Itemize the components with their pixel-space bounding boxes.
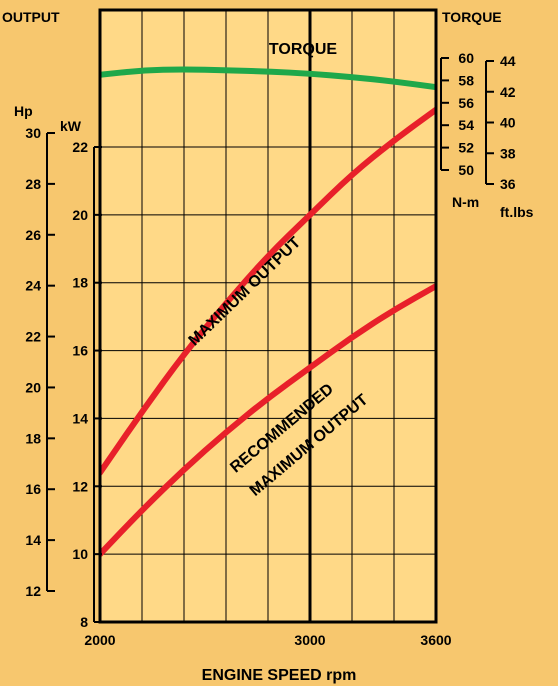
hp-tick-label: 14: [25, 532, 41, 548]
hp-tick-label: 24: [25, 278, 41, 294]
x-tick-label: 3000: [294, 632, 325, 648]
hp-tick-label: 12: [25, 583, 41, 599]
kw-tick-label: 10: [72, 546, 88, 562]
nm-unit-label: N-m: [452, 194, 479, 210]
kw-tick-label: 20: [72, 207, 88, 223]
x-axis-title: ENGINE SPEED rpm: [202, 667, 357, 684]
series-line-2: [100, 66, 436, 91]
hp-tick-label: 30: [25, 125, 41, 141]
kw-unit-label: kW: [60, 118, 82, 134]
ftlbs-tick-label: 40: [500, 115, 516, 131]
hp-tick-label: 18: [25, 430, 41, 446]
nm-tick-label: 54: [458, 117, 474, 133]
output-label: OUTPUT: [2, 9, 60, 25]
torque-header-label: TORQUE: [442, 9, 502, 25]
series-label-torque: TORQUE: [269, 41, 337, 58]
nm-tick-label: 52: [458, 140, 474, 156]
hp-tick-label: 26: [25, 227, 41, 243]
kw-tick-label: 16: [72, 343, 88, 359]
kw-tick-label: 22: [72, 139, 88, 155]
ftlbs-tick-label: 42: [500, 84, 516, 100]
nm-tick-label: 58: [458, 72, 474, 88]
ftlbs-tick-label: 38: [500, 145, 516, 161]
kw-tick-label: 8: [80, 614, 88, 630]
hp-tick-label: 16: [25, 481, 41, 497]
plot-frame: [98, 8, 438, 624]
axes: 2000 3000 3600 12 14 16 18 20 22 24 26 28 30 8 10 12 14 1…: [25, 8, 516, 648]
kw-tick-label: 14: [72, 410, 88, 426]
plot-marks: [100, 66, 436, 558]
x-tick-label: 3600: [420, 632, 451, 648]
hp-tick-label: 20: [25, 379, 41, 395]
kw-tick-label: 18: [72, 275, 88, 291]
ftlbs-tick-label: 44: [500, 53, 516, 69]
x-tick-label: 2000: [84, 632, 115, 648]
ftlbs-tick-label: 36: [500, 176, 516, 192]
hp-tick-label: 28: [25, 176, 41, 192]
series-line-1: [100, 283, 436, 558]
nm-tick-label: 56: [458, 95, 474, 111]
ftlbs-unit-label: ft.lbs: [500, 204, 534, 220]
hp-tick-label: 22: [25, 329, 41, 345]
hp-unit-label: Hp: [14, 103, 33, 119]
nm-tick-label: 50: [458, 162, 474, 178]
kw-tick-label: 12: [72, 478, 88, 494]
nm-tick-label: 60: [458, 50, 474, 66]
series-line-0: [100, 106, 436, 476]
